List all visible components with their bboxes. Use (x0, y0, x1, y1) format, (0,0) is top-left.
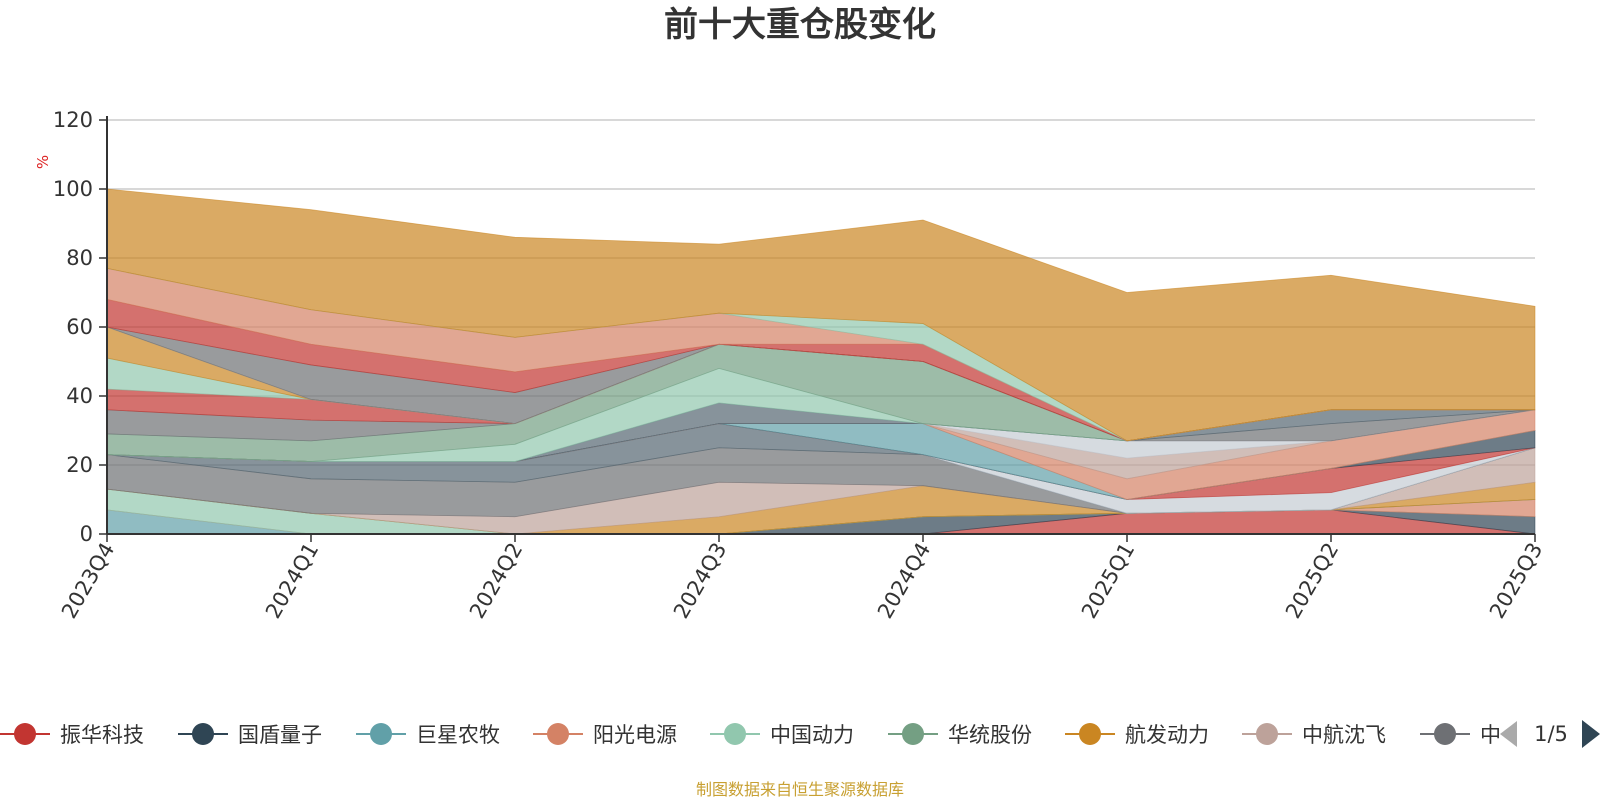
legend-label: 阳光电源 (593, 723, 677, 747)
x-tick-label: 2023Q4 (57, 539, 119, 623)
legend-marker (724, 723, 746, 745)
x-tick-label: 2024Q4 (873, 539, 935, 623)
legend-label: 巨星农牧 (416, 723, 500, 747)
area-series-30 (106, 188, 1536, 442)
legend-label: 华统股份 (948, 723, 1032, 747)
x-tick-label: 2024Q2 (465, 539, 527, 623)
x-tick-label: 2025Q1 (1077, 539, 1139, 623)
legend-next-icon[interactable] (1582, 720, 1600, 748)
legend-marker (1079, 723, 1101, 745)
legend-label: 中航沈飞 (1302, 723, 1386, 747)
chart-title: 前十大重仓股变化 (664, 5, 936, 45)
x-axis-ticks: 2023Q4 2024Q1 2024Q2 2024Q3 2024Q4 2025Q1 2025… (57, 534, 1547, 623)
x-tick-label: 2025Q3 (1485, 539, 1547, 623)
legend-item[interactable]: 中国动力 (710, 723, 854, 747)
legend-prev-icon[interactable] (1500, 721, 1517, 747)
legend-item[interactable]: 阳光电源 (533, 723, 677, 747)
legend-item[interactable]: 中 (1420, 723, 1501, 747)
data-source-note: 制图数据来自恒生聚源数据库 (696, 780, 904, 799)
legend-label: 中国动力 (770, 723, 854, 747)
y-tick-label: 80 (66, 246, 93, 270)
x-tick-label: 2025Q2 (1281, 539, 1343, 623)
x-tick-label: 2024Q3 (669, 539, 731, 623)
legend-item[interactable]: 航发动力 (1065, 723, 1209, 747)
y-axis-unit: % (34, 155, 52, 169)
legend-label: 中 (1480, 723, 1501, 747)
area-series-group (106, 188, 1536, 535)
legend-marker (547, 723, 569, 745)
y-axis-ticks: 0 20 40 60 80 100 120 (53, 108, 107, 546)
legend-marker (1256, 723, 1278, 745)
x-tick-label: 2024Q1 (261, 539, 323, 623)
legend-item[interactable]: 中航沈飞 (1242, 723, 1386, 747)
legend-marker (1434, 723, 1456, 745)
legend-pager: 1/5 (1500, 720, 1600, 748)
legend-item[interactable]: 振华科技 (0, 723, 144, 747)
legend-item[interactable]: 巨星农牧 (356, 723, 500, 747)
legend-marker (902, 723, 924, 745)
y-tick-label: 100 (53, 177, 93, 201)
legend-page-indicator: 1/5 (1534, 722, 1568, 746)
y-tick-label: 40 (66, 384, 93, 408)
legend-item[interactable]: 华统股份 (888, 723, 1032, 747)
legend[interactable]: 振华科技 国盾量子 巨星农牧 阳光电源 中国动力 华统股份 航发动力 中航沈飞 中 (0, 723, 1501, 747)
legend-marker (370, 723, 392, 745)
legend-item[interactable]: 国盾量子 (178, 723, 322, 747)
y-tick-label: 20 (66, 453, 93, 477)
legend-label: 振华科技 (60, 723, 144, 747)
legend-marker (14, 723, 36, 745)
legend-label: 航发动力 (1125, 723, 1209, 747)
legend-label: 国盾量子 (238, 723, 322, 747)
legend-marker (192, 723, 214, 745)
y-tick-label: 60 (66, 315, 93, 339)
y-tick-label: 120 (53, 108, 93, 132)
y-tick-label: 0 (80, 522, 93, 546)
